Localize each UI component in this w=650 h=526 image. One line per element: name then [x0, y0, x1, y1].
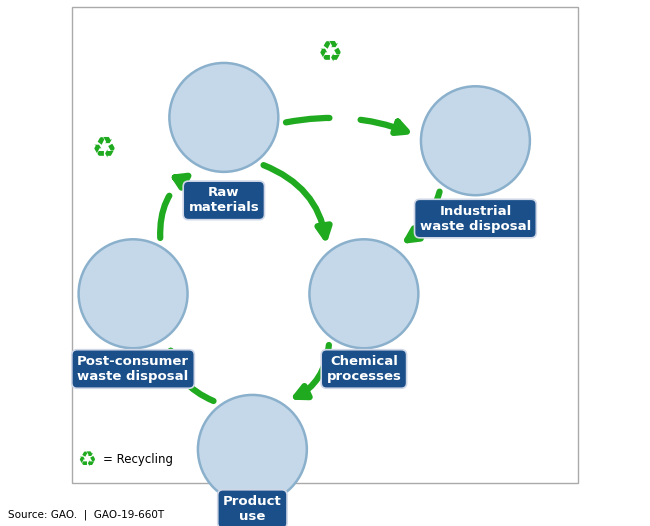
Text: ♻: ♻ — [92, 135, 117, 163]
Circle shape — [79, 239, 188, 348]
Circle shape — [170, 63, 278, 172]
Text: ♻: ♻ — [77, 450, 96, 470]
Circle shape — [309, 239, 419, 348]
Text: ♻: ♻ — [318, 38, 343, 67]
Text: Chemical
processes: Chemical processes — [326, 355, 401, 383]
Text: Product
use: Product use — [223, 495, 281, 523]
Text: Industrial
waste disposal: Industrial waste disposal — [420, 205, 531, 232]
Text: Raw
materials: Raw materials — [188, 186, 259, 215]
Circle shape — [198, 395, 307, 504]
Circle shape — [421, 86, 530, 195]
Text: Post-consumer
waste disposal: Post-consumer waste disposal — [77, 355, 189, 383]
FancyBboxPatch shape — [72, 7, 578, 483]
Text: = Recycling: = Recycling — [103, 453, 173, 466]
Text: Source: GAO.  |  GAO-19-660T: Source: GAO. | GAO-19-660T — [8, 509, 164, 520]
